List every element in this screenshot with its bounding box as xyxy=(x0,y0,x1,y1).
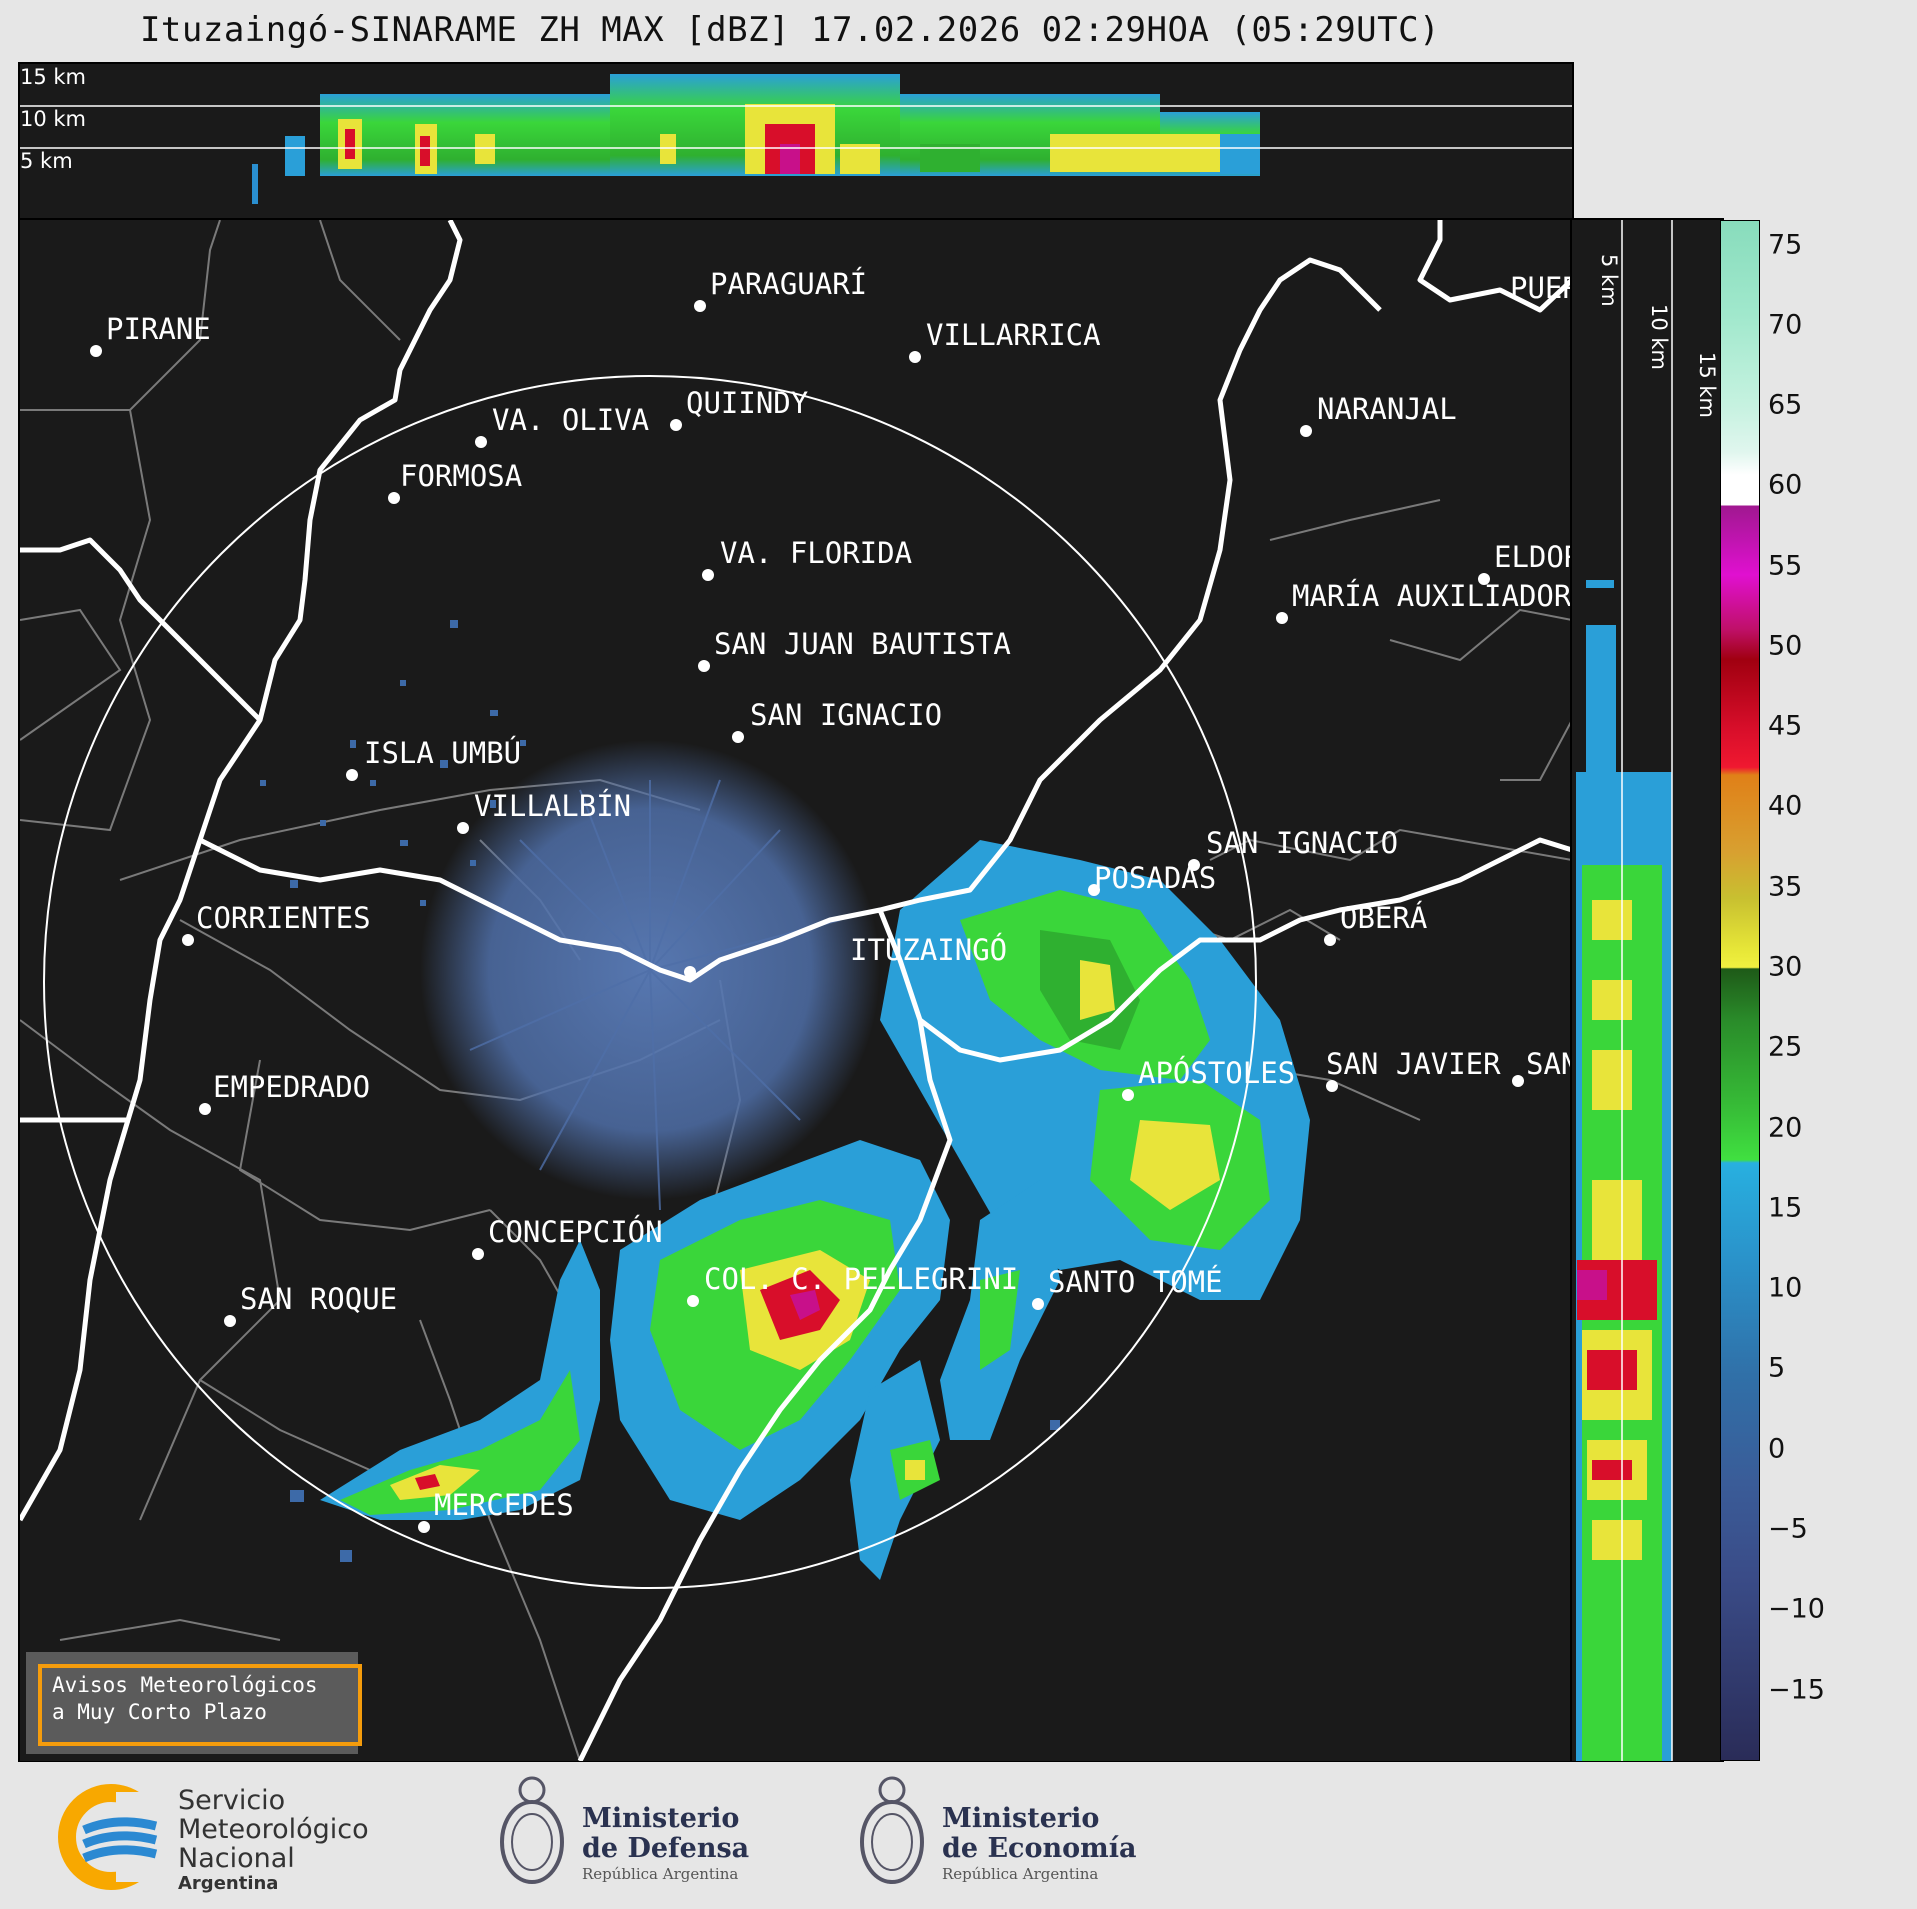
cbar-tick: 70 xyxy=(1768,309,1803,341)
city-label-naranjal: NARANJAL xyxy=(1317,392,1457,426)
city-labels: PARAGUARÍ VILLARRICA PIRANE QUIINDY VA. … xyxy=(106,267,1572,1522)
city-label-pirane: PIRANE xyxy=(106,312,211,346)
smn-logo-icon xyxy=(58,1784,176,1890)
city-label-san-juan-bautista: SAN JUAN BAUTISTA xyxy=(714,627,1011,661)
precip-south xyxy=(610,1140,950,1580)
city-label-san: SAN xyxy=(1526,1047,1572,1081)
smn-line1: Servicio xyxy=(178,1785,286,1816)
cbar-tick: 35 xyxy=(1768,871,1803,903)
smn-line3: Nacional xyxy=(178,1843,295,1874)
cbar-tick: 75 xyxy=(1768,229,1803,261)
city-label-ituzaingo: ITUZAINGÓ xyxy=(850,933,1007,967)
city-label-isla-umbu: ISLA UMBÚ xyxy=(364,736,521,770)
side-cross-section-svg: 5 km 10 km 15 km xyxy=(1576,220,1719,1761)
city-label-corrientes: CORRIENTES xyxy=(196,901,371,935)
range-ring xyxy=(43,375,1257,1589)
cbar-tick: 25 xyxy=(1768,1031,1803,1063)
side-km-label-5: 5 km xyxy=(1597,254,1621,307)
city-label-santo-tome: SANTO TOMÉ xyxy=(1048,1265,1223,1299)
precip-east xyxy=(880,840,1310,1440)
alert-inner: Avisos Meteorológicos a Muy Corto Plazo xyxy=(38,1664,362,1746)
alert-line2: a Muy Corto Plazo xyxy=(52,1700,267,1724)
city-label-quiindy: QUIINDY xyxy=(686,386,808,420)
side-cross-section-panel: 5 km 10 km 15 km xyxy=(1570,218,1724,1763)
cbar-tick: 55 xyxy=(1768,550,1803,582)
top-km-label-15: 15 km xyxy=(20,65,86,89)
defensa-seal-icon xyxy=(500,1776,564,1884)
top-km-label-5: 5 km xyxy=(20,149,73,173)
economia-line3: República Argentina xyxy=(942,1865,1099,1883)
top-echo-bands xyxy=(252,74,1260,204)
city-label-apostoles: APÓSTOLES xyxy=(1138,1056,1295,1090)
city-label-va-florida: VA. FLORIDA xyxy=(720,536,912,570)
city-label-san-ignacio-py: SAN IGNACIO xyxy=(750,698,942,732)
side-km-label-10: 10 km xyxy=(1647,304,1671,370)
defensa-line3: República Argentina xyxy=(582,1865,739,1883)
footer: Servicio Meteorológico Nacional Argentin… xyxy=(0,1762,1917,1909)
alert-line1: Avisos Meteorológicos xyxy=(52,1673,318,1697)
cbar-tick: 30 xyxy=(1768,951,1803,983)
economia-seal-icon xyxy=(860,1776,924,1884)
city-label-san-javier: SAN JAVIER xyxy=(1326,1047,1501,1081)
city-label-obera: OBERÁ xyxy=(1340,901,1427,935)
radar-map-svg: PARAGUARÍ VILLARRICA PIRANE QUIINDY VA. … xyxy=(20,220,1572,1761)
rivers-borders xyxy=(20,220,1572,1761)
cbar-tick: −15 xyxy=(1768,1674,1825,1706)
top-cross-section-svg: 15 km 10 km 5 km xyxy=(20,65,1572,204)
cbar-tick: 60 xyxy=(1768,469,1803,501)
cbar-tick: 0 xyxy=(1768,1433,1786,1465)
cbar-tick: 10 xyxy=(1768,1272,1803,1304)
cbar-tick: −10 xyxy=(1768,1593,1825,1625)
city-label-va-oliva: VA. OLIVA xyxy=(492,403,649,437)
city-label-mercedes: MERCEDES xyxy=(434,1488,574,1522)
radar-map-panel[interactable]: PARAGUARÍ VILLARRICA PIRANE QUIINDY VA. … xyxy=(18,218,1574,1763)
city-label-villalbin: VILLALBÍN xyxy=(474,789,631,823)
side-km-label-15: 15 km xyxy=(1695,352,1719,418)
cbar-tick: 5 xyxy=(1768,1352,1786,1384)
city-label-formosa: FORMOSA xyxy=(400,459,522,493)
top-cross-section-panel: 15 km 10 km 5 km xyxy=(18,62,1574,220)
scattered-echoes xyxy=(260,620,1060,1562)
cbar-tick: 40 xyxy=(1768,790,1803,822)
side-echo-bands xyxy=(1576,580,1672,1761)
economia-line2: de Economía xyxy=(942,1833,1137,1864)
cbar-tick: 45 xyxy=(1768,710,1803,742)
city-label-posadas: POSADAS xyxy=(1094,861,1216,895)
city-label-villarrica: VILLARRICA xyxy=(926,318,1101,352)
map-title: Ituzaingó-SINARAME ZH MAX [dBZ] 17.02.20… xyxy=(139,10,1441,50)
cbar-tick: −5 xyxy=(1768,1513,1808,1545)
city-label-paraguari: PARAGUARÍ xyxy=(710,267,867,301)
city-label-maria-auxiliadora: MARÍA AUXILIADOR xyxy=(1292,579,1572,613)
city-label-san-ignacio-ar: SAN IGNACIO xyxy=(1206,826,1398,860)
city-label-san-roque: SAN ROQUE xyxy=(240,1282,397,1316)
city-label-empedrado: EMPEDRADO xyxy=(213,1070,370,1104)
alert-box: Avisos Meteorológicos a Muy Corto Plazo xyxy=(26,1652,362,1754)
economia-line1: Ministerio xyxy=(942,1803,1100,1834)
cbar-tick: 65 xyxy=(1768,389,1803,421)
smn-line4: Argentina xyxy=(178,1873,279,1894)
defensa-line1: Ministerio xyxy=(582,1803,740,1834)
city-label-col-pellegrini: COL. C. PELLEGRINI xyxy=(704,1262,1018,1296)
cbar-tick: 50 xyxy=(1768,630,1803,662)
precip-west xyxy=(320,1240,600,1520)
defensa-line2: de Defensa xyxy=(582,1833,750,1864)
cbar-tick: 15 xyxy=(1768,1192,1803,1224)
city-dots xyxy=(90,300,1524,1533)
ground-clutter xyxy=(420,740,880,1211)
city-label-concepcion: CONCEPCIÓN xyxy=(488,1215,663,1249)
cbar-tick: 20 xyxy=(1768,1112,1803,1144)
dbz-colorbar xyxy=(1720,220,1760,1761)
city-label-eldorado: ELDOR xyxy=(1494,540,1572,574)
city-label-puerto: PUER xyxy=(1510,271,1572,305)
smn-line2: Meteorológico xyxy=(178,1814,369,1845)
top-km-label-10: 10 km xyxy=(20,107,86,131)
